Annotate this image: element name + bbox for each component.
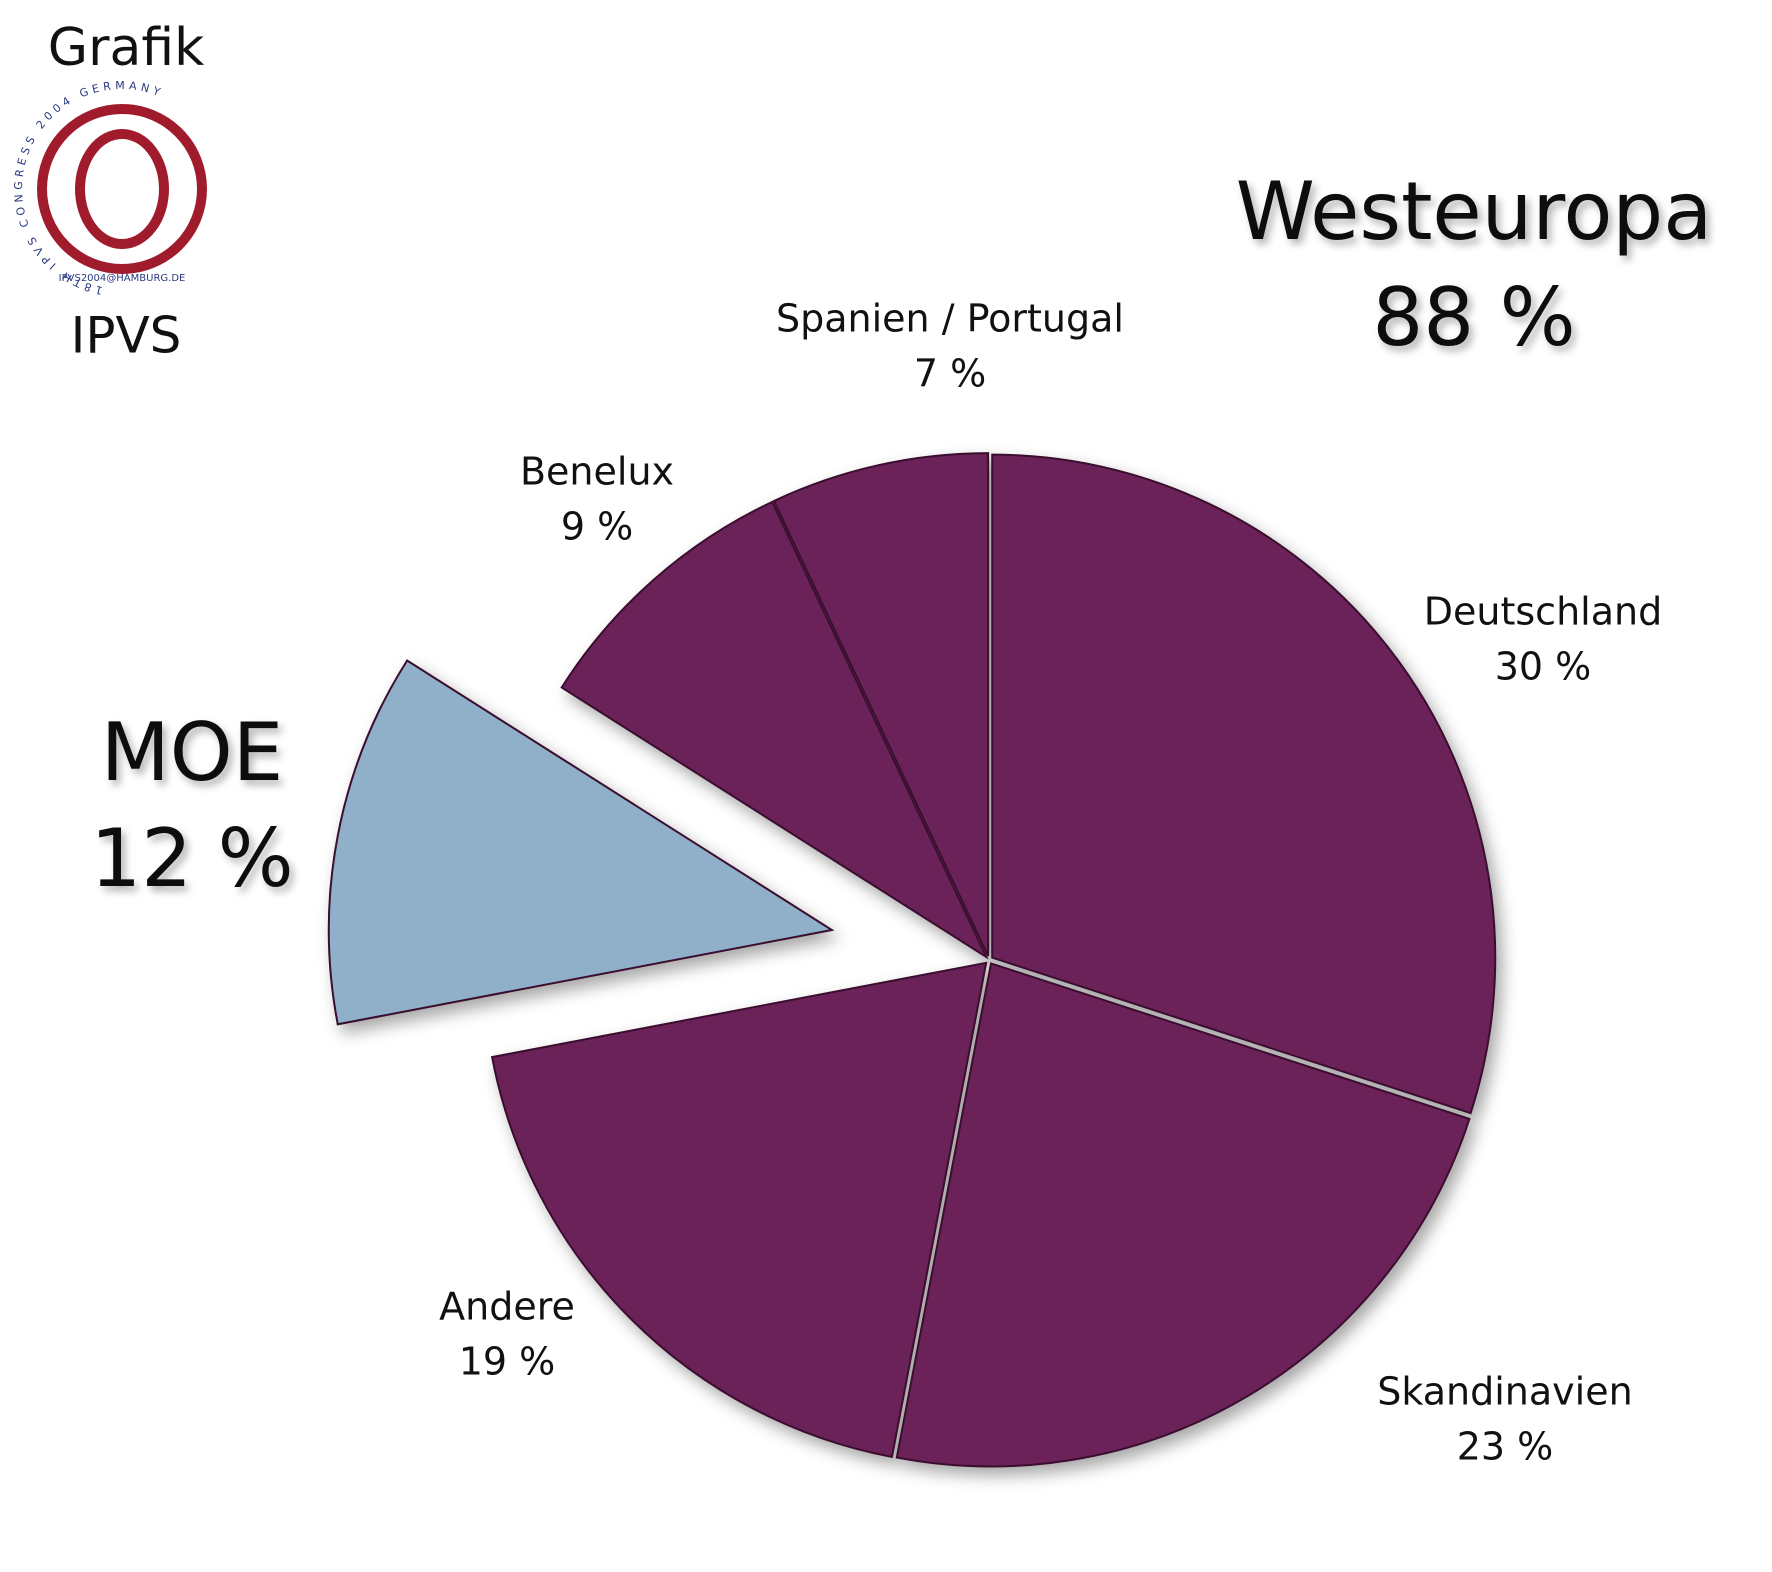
logo-email: IPVS2004@HAMBURG.DE — [59, 273, 186, 284]
group-label: Westeuropa — [1236, 165, 1712, 258]
slice-label: Spanien / Portugal — [776, 297, 1124, 341]
slice-label: Andere — [439, 1285, 575, 1329]
slice-value-label: 23 % — [1457, 1425, 1554, 1469]
pie-slice — [772, 452, 990, 957]
group-value-label: 88 % — [1372, 271, 1575, 364]
group-label: MOE — [101, 706, 284, 799]
pie-slice — [560, 500, 989, 960]
logo-ring — [37, 104, 207, 274]
pie-slice — [490, 961, 988, 1459]
pie-slice — [991, 453, 1497, 1115]
slice-label: Deutschland — [1424, 590, 1662, 634]
slice-value-label: 7 % — [914, 352, 986, 396]
pie-slice — [327, 659, 835, 1026]
slice-value-label: 9 % — [561, 505, 633, 549]
slice-label: Skandinavien — [1377, 1370, 1632, 1414]
logo-title: Grafik — [48, 18, 204, 78]
pie-slice — [895, 962, 1471, 1468]
group-value-label: 12 % — [90, 812, 293, 905]
logo-caption: IPVS — [71, 307, 182, 365]
slice-value-label: 19 % — [459, 1340, 556, 1384]
slice-label: Benelux — [520, 450, 674, 494]
pie — [327, 452, 1497, 1468]
logo-emblem — [75, 129, 169, 249]
slice-value-label: 30 % — [1495, 645, 1592, 689]
